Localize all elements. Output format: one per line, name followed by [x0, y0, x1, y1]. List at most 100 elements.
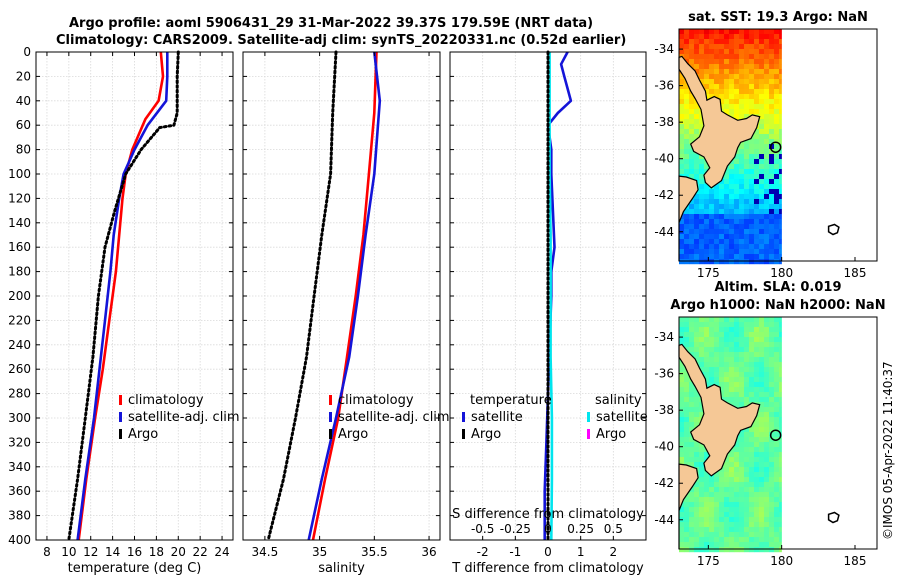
map-cell [759, 239, 765, 245]
map-cell [739, 154, 745, 160]
map-cell [759, 317, 765, 323]
map-cell [774, 239, 780, 245]
map-cell [779, 74, 782, 80]
map-cell [764, 29, 770, 35]
map-cell [689, 164, 695, 170]
map-cell [714, 537, 720, 543]
map-cell [779, 457, 782, 463]
map-cell [729, 367, 735, 373]
map-cell [744, 89, 750, 95]
map-cell [749, 492, 755, 498]
map-cell [699, 74, 705, 80]
map-cell [679, 322, 685, 328]
map-cell [704, 254, 710, 260]
map-cell [734, 397, 740, 403]
map-cell [679, 259, 685, 265]
map-cell [684, 104, 690, 110]
map-cell [704, 542, 710, 548]
map-cell [694, 507, 700, 513]
map-cell [729, 199, 735, 205]
map-cell [689, 542, 695, 548]
map-cell [734, 442, 740, 448]
map-cell [754, 109, 760, 115]
map-cell [774, 154, 780, 160]
map-cell [764, 204, 770, 210]
map-cell [729, 457, 735, 463]
map-cell [714, 352, 720, 358]
map-cell [749, 322, 755, 328]
map-cell [749, 362, 755, 368]
map-cell [744, 234, 750, 240]
map-cell [734, 214, 740, 220]
map-cell [694, 54, 700, 60]
map-cell [694, 492, 700, 498]
map-cell [699, 322, 705, 328]
map-cell [724, 209, 730, 215]
map-cell [764, 487, 770, 493]
map-cell [739, 492, 745, 498]
map-cell [754, 204, 760, 210]
map-cell [699, 327, 705, 333]
map-cell [744, 467, 750, 473]
map-cell [719, 497, 725, 503]
x-tick-label: 8 [43, 545, 51, 559]
map-cell [704, 507, 710, 513]
map-cell [684, 377, 690, 383]
map-cell [684, 139, 690, 145]
map-cell [744, 64, 750, 70]
map-cell [764, 84, 770, 90]
map-cell [744, 532, 750, 538]
map-cell [704, 362, 710, 368]
map-cell [709, 234, 715, 240]
map-cell [764, 259, 770, 265]
map-cell [739, 164, 745, 170]
x-tick-label: 20 [171, 545, 186, 559]
map-cell [739, 114, 745, 120]
map-cell [689, 447, 695, 453]
map-cell [709, 332, 715, 338]
y-tick-label: 120 [8, 191, 31, 205]
map-cell [679, 49, 685, 55]
map-y-tick-label: -44 [654, 513, 674, 527]
map-cell [754, 169, 760, 175]
map-cell [699, 527, 705, 533]
map-cell [704, 327, 710, 333]
map-cell [689, 49, 695, 55]
y-tick-label: 180 [8, 265, 31, 279]
map-y-tick-label: -36 [654, 367, 674, 381]
map-cell [684, 502, 690, 508]
x-tick-label: 18 [149, 545, 164, 559]
map-cell [684, 94, 690, 100]
map-cell [719, 204, 725, 210]
map-cell [739, 477, 745, 483]
map-cell [689, 492, 695, 498]
map-cell [679, 387, 685, 393]
map-cell [729, 164, 735, 170]
map-cell [759, 214, 765, 220]
map-cell [764, 387, 770, 393]
map-cell [704, 64, 710, 70]
map-cell [724, 74, 730, 80]
map-cell [779, 392, 782, 398]
map-cell [734, 352, 740, 358]
map-cell [749, 477, 755, 483]
map-cell [744, 457, 750, 463]
map-cell [759, 49, 765, 55]
map-cell [759, 507, 765, 513]
map-cell [739, 317, 745, 323]
map-cell [764, 522, 770, 528]
map-cell [704, 332, 710, 338]
map-cell [764, 229, 770, 235]
map-cell [774, 412, 780, 418]
map-cell [704, 347, 710, 353]
map-cell [719, 532, 725, 538]
map-cell [749, 44, 755, 50]
map-cell [734, 452, 740, 458]
map-cell [744, 104, 750, 110]
map-cell [764, 164, 770, 170]
map-cell [774, 29, 780, 35]
map-cell [764, 507, 770, 513]
map-cell [779, 332, 782, 338]
map-cell [774, 497, 780, 503]
map-cell [774, 322, 780, 328]
